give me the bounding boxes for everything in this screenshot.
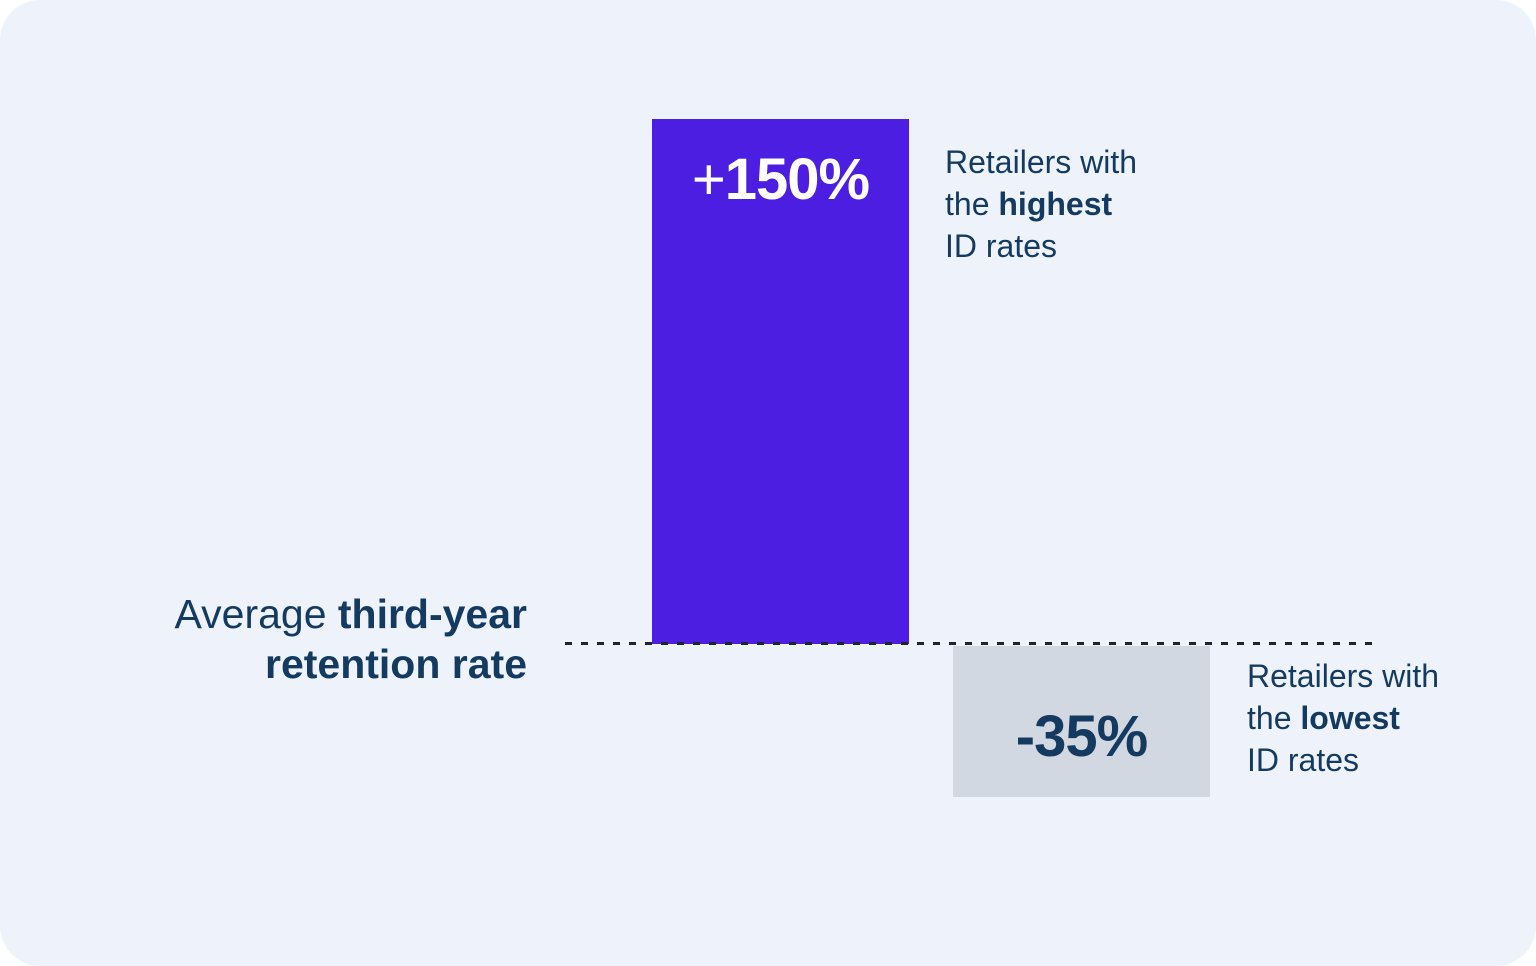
label-highest-line3: ID rates [945,228,1058,264]
label-lowest-line2: the lowest [1247,700,1400,736]
baseline-axis-label: Average third-year retention rate [175,589,527,689]
bar-lowest-value: -35% [1015,704,1148,769]
bar-lowest-id-rates: -35% [953,646,1210,797]
label-lowest-line1: Retailers with [1247,658,1440,694]
label-highest-id-rates: Retailers with the highest ID rates [945,141,1137,267]
label-lowest-line3: ID rates [1247,742,1360,778]
label-lowest-id-rates: Retailers with the lowest ID rates [1247,655,1439,781]
baseline-dashed-line [565,642,1375,645]
label-highest-line2: the highest [945,186,1113,222]
label-highest-line1: Retailers with [945,144,1138,180]
axis-label-line2: retention rate [265,641,527,687]
plus-sign: + [691,147,726,212]
bar-highest-id-rates: +150% [652,119,909,644]
bar-highest-number: 150% [724,147,870,212]
axis-label-line1: Average third-year [174,591,527,637]
bar-highest-value: +150% [691,145,870,215]
